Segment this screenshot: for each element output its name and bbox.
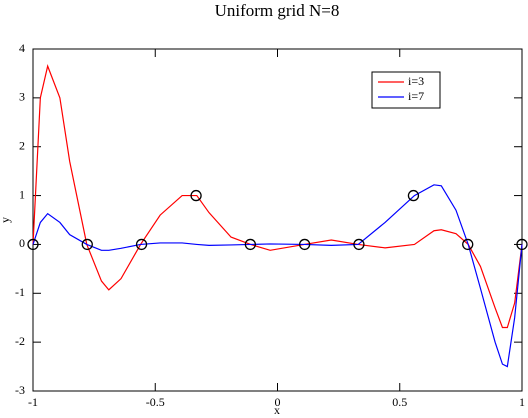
y-tick-label: 4: [19, 41, 25, 55]
x-axis-label: x: [274, 403, 280, 417]
node-marker: [27, 238, 39, 251]
legend-label: i=7: [408, 89, 424, 103]
y-tick-label: 0: [19, 236, 25, 250]
node-marker: [298, 238, 311, 251]
chart-title: Uniform grid N=8: [215, 1, 340, 20]
x-tick-label: 0: [275, 395, 281, 409]
x-tick-label: -1: [28, 395, 38, 409]
x-tick-label: 0.5: [392, 395, 407, 409]
node-marker: [81, 238, 93, 251]
series-line: [32, 64, 523, 329]
y-tick-label: -1: [15, 285, 25, 299]
y-axis-label: y: [0, 217, 12, 223]
node-marker: [135, 238, 148, 251]
node-marker: [407, 189, 420, 202]
node-marker: [516, 238, 528, 251]
node-marker: [244, 238, 257, 251]
series-line: [32, 184, 523, 368]
x-tick-label: 1: [519, 395, 525, 409]
node-marker: [190, 189, 202, 202]
node-marker: [462, 238, 474, 251]
y-tick-label: 3: [19, 90, 25, 104]
legend-box: [371, 71, 441, 109]
y-tick-label: 2: [19, 138, 25, 152]
node-marker: [353, 238, 365, 251]
legend-label: i=3: [408, 74, 424, 88]
x-tick-label: -0.5: [146, 395, 165, 409]
plot-frame: [32, 48, 523, 392]
y-tick-label: -2: [15, 334, 25, 348]
y-tick-label: -3: [15, 383, 25, 397]
y-tick-label: 1: [19, 187, 25, 201]
